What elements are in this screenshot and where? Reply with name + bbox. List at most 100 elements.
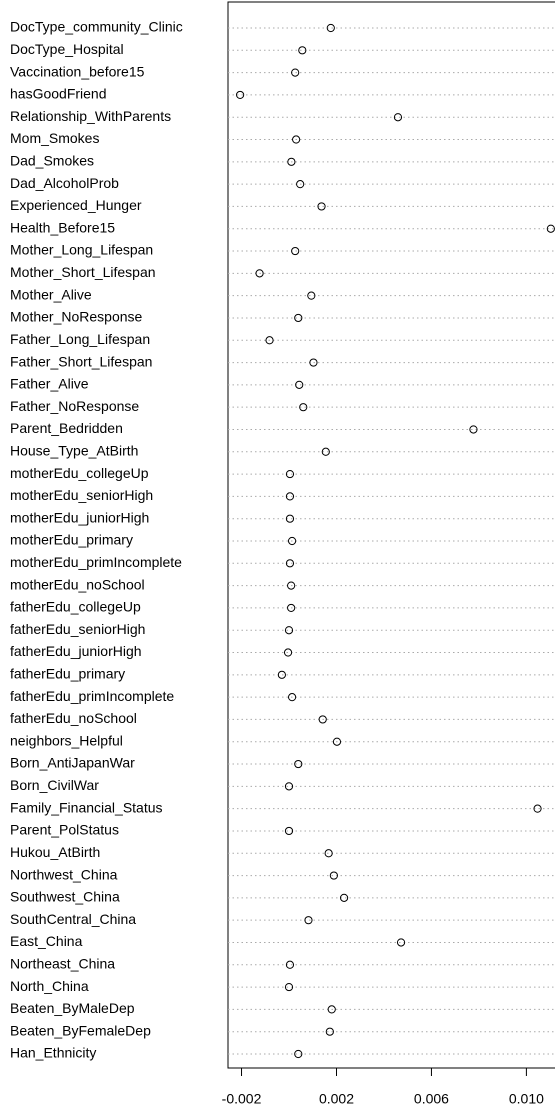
category-label: Mother_Long_Lifespan xyxy=(10,242,153,258)
plot-frame xyxy=(227,1,555,1069)
dot xyxy=(324,849,333,858)
category-label: Mother_NoResponse xyxy=(10,309,143,325)
category-label: East_China xyxy=(10,933,83,949)
category-label: SouthCentral_China xyxy=(10,911,136,927)
dot xyxy=(329,871,338,880)
dot xyxy=(321,447,330,456)
category-label: fatherEdu_noSchool xyxy=(10,710,137,726)
dot xyxy=(284,826,294,836)
dot xyxy=(318,715,327,724)
category-label: Experienced_Hunger xyxy=(10,197,142,213)
category-label: North_China xyxy=(10,978,89,994)
category-label: Parent_Bedridden xyxy=(10,420,123,436)
dot xyxy=(292,135,301,144)
dot xyxy=(285,514,295,523)
category-label: Mom_Smokes xyxy=(10,130,99,146)
dot xyxy=(285,469,295,479)
category-label: fatherEdu_primary xyxy=(10,666,125,682)
category-label: Born_AntiJapanWar xyxy=(10,755,135,771)
category-label: Dad_AlcoholProb xyxy=(10,175,119,191)
category-label: fatherEdu_primIncomplete xyxy=(10,688,174,704)
category-label: Father_Long_Lifespan xyxy=(10,331,150,347)
category-label: Relationship_WithParents xyxy=(10,108,171,124)
category-label: Han_Ethnicity xyxy=(10,1045,96,1061)
category-label: Father_Alive xyxy=(10,376,89,392)
category-label: Southwest_China xyxy=(10,889,120,905)
dot xyxy=(326,23,335,33)
category-label: Northwest_China xyxy=(10,866,118,882)
dot xyxy=(277,670,286,679)
category-label: Northeast_China xyxy=(10,955,115,971)
dot xyxy=(265,336,274,345)
category-label: Father_NoResponse xyxy=(10,398,139,414)
category-label: fatherEdu_juniorHigh xyxy=(10,643,142,659)
dot xyxy=(287,581,296,590)
dot xyxy=(287,693,297,702)
dot xyxy=(339,893,349,902)
x-tick-label: 0.006 xyxy=(414,1091,449,1107)
dot xyxy=(284,982,294,992)
dot xyxy=(285,492,295,501)
category-label: Vaccination_before15 xyxy=(10,63,145,79)
dot xyxy=(294,759,303,769)
category-label: motherEdu_seniorHigh xyxy=(10,487,153,503)
x-tick-label: 0.002 xyxy=(319,1091,354,1107)
category-label: Health_Before15 xyxy=(10,219,115,235)
dot xyxy=(393,113,403,122)
dot xyxy=(295,380,304,389)
dot xyxy=(296,180,305,189)
category-label: neighbors_Helpful xyxy=(10,732,123,748)
dot xyxy=(255,269,264,278)
dot xyxy=(291,246,300,256)
dot xyxy=(469,425,478,434)
category-label: DocType_Hospital xyxy=(10,41,124,57)
category-label: fatherEdu_seniorHigh xyxy=(10,621,145,637)
category-label: Father_Short_Lifespan xyxy=(10,353,152,369)
category-label: motherEdu_collegeUp xyxy=(10,465,149,481)
dot xyxy=(317,202,326,211)
dot xyxy=(533,804,542,813)
dot xyxy=(284,782,294,791)
category-label: Hukou_AtBirth xyxy=(10,844,100,860)
dot xyxy=(287,603,296,613)
category-label: Parent_PolStatus xyxy=(10,822,119,838)
category-label: motherEdu_primIncomplete xyxy=(10,554,182,570)
category-label: motherEdu_primary xyxy=(10,532,133,548)
category-label: Mother_Short_Lifespan xyxy=(10,264,156,280)
dot xyxy=(304,916,313,925)
x-tick-label: -0.002 xyxy=(222,1091,262,1107)
dot xyxy=(294,313,303,323)
category-label: DocType_community_Clinic xyxy=(10,19,183,35)
category-label: Mother_Alive xyxy=(10,286,92,302)
category-label: motherEdu_noSchool xyxy=(10,576,145,592)
category-label: fatherEdu_collegeUp xyxy=(10,599,141,615)
dot xyxy=(287,157,296,166)
dot xyxy=(327,1005,336,1014)
category-label: Beaten_ByFemaleDep xyxy=(10,1022,151,1038)
dot xyxy=(299,403,308,412)
category-label: motherEdu_juniorHigh xyxy=(10,509,149,525)
dot xyxy=(283,648,293,657)
category-label: Dad_Smokes xyxy=(10,153,94,169)
dot xyxy=(287,536,297,546)
category-label: House_Type_AtBirth xyxy=(10,442,138,458)
x-tick-label: 0.010 xyxy=(509,1091,544,1107)
category-label: hasGoodFriend xyxy=(10,86,107,102)
dot xyxy=(285,559,295,568)
dot xyxy=(236,90,245,100)
category-label: Family_Financial_Status xyxy=(10,799,163,815)
dot xyxy=(307,291,316,300)
dot xyxy=(309,358,318,367)
dot xyxy=(291,68,300,77)
dot xyxy=(285,960,295,969)
dot xyxy=(294,1049,303,1059)
dot xyxy=(546,224,555,233)
dot xyxy=(325,1027,334,1036)
category-label: Beaten_ByMaleDep xyxy=(10,1000,135,1016)
dot xyxy=(396,938,406,947)
dot xyxy=(332,737,342,746)
category-label: Born_CivilWar xyxy=(10,777,99,793)
dot xyxy=(284,626,294,635)
dot xyxy=(298,46,307,55)
